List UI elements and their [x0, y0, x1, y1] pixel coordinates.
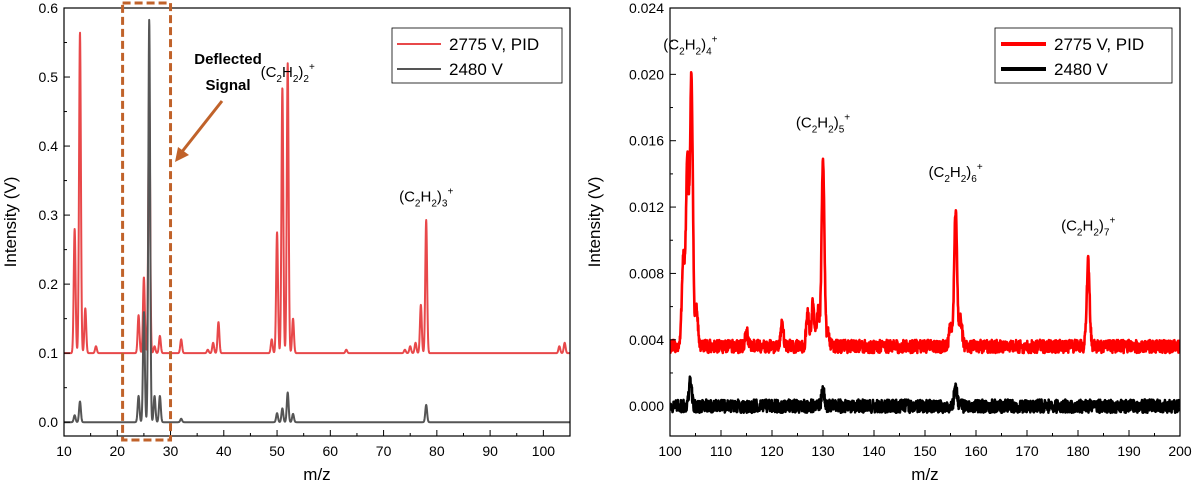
left-legend-label-pid: 2775 V, PID — [449, 35, 539, 54]
y-tick-label: 0.020 — [629, 66, 664, 82]
x-tick-label: 170 — [1015, 443, 1039, 459]
x-tick-label: 40 — [216, 443, 232, 459]
deflected-signal-arrowhead — [175, 147, 189, 162]
right-y-axis-label: Intensity (V) — [585, 177, 604, 268]
left-legend-box — [391, 27, 563, 84]
x-tick-label: 100 — [532, 443, 556, 459]
left-chart: 10 20 30 40 50 60 70 80 90 100 0.0 0.1 0.2 0.3 0.4 0.5… — [1, 0, 571, 484]
deflected-signal-box — [121, 1, 173, 442]
peak-label-c2h2-4: (C2H2)4+ — [663, 34, 717, 57]
x-tick-label: 110 — [710, 443, 733, 459]
x-tick-label: 30 — [163, 443, 179, 459]
y-tick-label: 0.024 — [629, 0, 664, 16]
right-legend-label-2480: 2480 V — [1054, 60, 1109, 79]
peak-label-c2h2-6: (C2H2)6+ — [928, 162, 982, 185]
y-tick-label: 0.004 — [629, 332, 664, 348]
right-legend-box — [994, 27, 1173, 84]
y-tick-label: 0.2 — [39, 276, 59, 292]
y-tick-label: 0.008 — [629, 265, 664, 281]
x-tick-label: 130 — [811, 443, 835, 459]
x-tick-label: 10 — [56, 443, 72, 459]
right-legend: 2775 V, PID 2480 V — [994, 27, 1173, 84]
left-legend-label-2480: 2480 V — [449, 60, 504, 79]
y-tick-label: 0.6 — [39, 0, 59, 16]
deflected-label-line2: Signal — [205, 77, 250, 94]
peak-label-c2h2-7: (C2H2)7+ — [1061, 215, 1115, 238]
y-tick-label: 0.0 — [39, 414, 59, 430]
right-legend-label-pid: 2775 V, PID — [1054, 35, 1144, 54]
series-line-2480 — [670, 375, 1180, 415]
x-tick-label: 120 — [760, 443, 784, 459]
left-x-axis-label: m/z — [303, 465, 330, 484]
x-tick-label: 150 — [913, 443, 937, 459]
x-tick-label: 140 — [862, 443, 886, 459]
peak-label-c2h2-5: (C2H2)5+ — [796, 112, 850, 135]
right-x-axis-label: m/z — [911, 465, 938, 484]
deflected-label-line1: Deflected — [194, 51, 262, 68]
left-plot-frame — [63, 7, 571, 437]
y-tick-label: 0.016 — [629, 133, 664, 149]
x-tick-label: 160 — [964, 443, 988, 459]
deflected-signal-arrow-shaft — [179, 100, 224, 154]
x-tick-label: 180 — [1066, 443, 1090, 459]
x-tick-label: 100 — [658, 443, 682, 459]
peak-label-c2h2-2: (C2H2)2+ — [261, 62, 315, 85]
y-tick-label: 0.012 — [629, 199, 664, 215]
y-tick-label: 0.4 — [39, 138, 59, 154]
series-line-2480 — [64, 18, 570, 424]
right-chart: 100 110 120 130 140 150 160 170 180 190 200 0.000 0… — [585, 0, 1192, 484]
x-tick-label: 90 — [482, 443, 498, 459]
x-tick-label: 60 — [323, 443, 339, 459]
y-tick-label: 0.3 — [39, 207, 59, 223]
x-tick-label: 50 — [269, 443, 285, 459]
x-tick-label: 190 — [1117, 443, 1141, 459]
x-tick-label: 80 — [429, 443, 445, 459]
x-tick-label: 20 — [109, 443, 125, 459]
y-tick-label: 0.5 — [39, 69, 59, 85]
left-y-axis-label: Intensity (V) — [1, 177, 20, 268]
peak-label-c2h2-3: (C2H2)3+ — [399, 186, 453, 209]
x-tick-label: 70 — [376, 443, 392, 459]
series-line-pid — [670, 71, 1180, 355]
x-tick-label: 200 — [1168, 443, 1192, 459]
y-tick-label: 0.1 — [39, 345, 59, 361]
left-legend: 2775 V, PID 2480 V — [391, 27, 563, 84]
y-tick-label: 0.000 — [629, 398, 664, 414]
